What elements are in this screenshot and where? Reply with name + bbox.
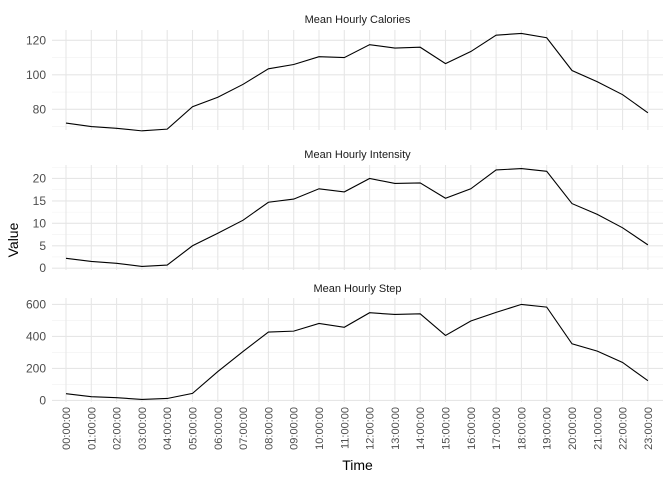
facet-panel: Mean Hourly Calories 80 100 120: [26, 14, 663, 132]
x-tick-label: 05:00:00: [188, 407, 200, 450]
facet-title: Mean Hourly Intensity: [304, 149, 411, 161]
x-tick-label: 02:00:00: [112, 407, 124, 450]
series-line: [65, 303, 649, 400]
x-tick-label: 19:00:00: [542, 407, 554, 450]
x-tick-label: 04:00:00: [162, 407, 174, 450]
facet-title: Mean Hourly Step: [313, 283, 401, 295]
series-line: [65, 32, 649, 132]
x-tick-labels: 00:00:00 01:00:00 02:00:00 03:00:00 04:00:00…: [61, 407, 655, 450]
y-tick-label: 200: [26, 361, 46, 375]
x-tick-label: 07:00:00: [238, 407, 250, 450]
x-tick-label: 23:00:00: [643, 407, 655, 450]
y-tick-label: 0: [39, 393, 46, 407]
x-tick-label: 08:00:00: [263, 407, 275, 450]
x-tick-label: 17:00:00: [491, 407, 503, 450]
facet-panel: Mean Hourly Intensity 0 5 10 15 20: [33, 149, 663, 275]
x-tick-label: 09:00:00: [289, 407, 301, 450]
x-tick-label: 16:00:00: [466, 407, 478, 450]
x-tick-label: 20:00:00: [567, 407, 579, 450]
x-tick-label: 12:00:00: [365, 407, 377, 450]
x-tick-label: 06:00:00: [213, 407, 225, 450]
x-tick-label: 11:00:00: [339, 407, 351, 449]
x-tick-label: 03:00:00: [137, 407, 149, 450]
x-tick-label: 22:00:00: [618, 407, 630, 450]
y-tick-label: 400: [26, 329, 46, 343]
y-tick-label: 20: [33, 171, 47, 185]
y-tick-label: 80: [33, 102, 47, 116]
y-tick-label: 0: [39, 261, 46, 275]
x-tick-label: 15:00:00: [441, 407, 453, 450]
y-axis-title: Value: [5, 222, 21, 257]
y-tick-label: 120: [26, 33, 46, 47]
x-tick-label: 01:00:00: [86, 407, 98, 450]
x-axis-title: Time: [342, 457, 373, 473]
x-tick-label: 00:00:00: [61, 407, 73, 450]
x-tick-label: 14:00:00: [415, 407, 427, 450]
x-tick-label: 10:00:00: [314, 407, 326, 450]
x-tick-label: 13:00:00: [390, 407, 402, 450]
facet-title: Mean Hourly Calories: [305, 14, 411, 26]
y-tick-label: 5: [39, 239, 46, 253]
y-tick-label: 100: [26, 68, 46, 82]
series-line: [65, 168, 649, 267]
facet-panel: Mean Hourly Step 0 200 400 600: [26, 283, 663, 407]
x-tick-label: 21:00:00: [592, 407, 604, 450]
y-tick-label: 600: [26, 297, 46, 311]
y-tick-label: 10: [33, 216, 47, 230]
y-tick-label: 15: [33, 194, 47, 208]
x-tick-label: 18:00:00: [516, 407, 528, 450]
